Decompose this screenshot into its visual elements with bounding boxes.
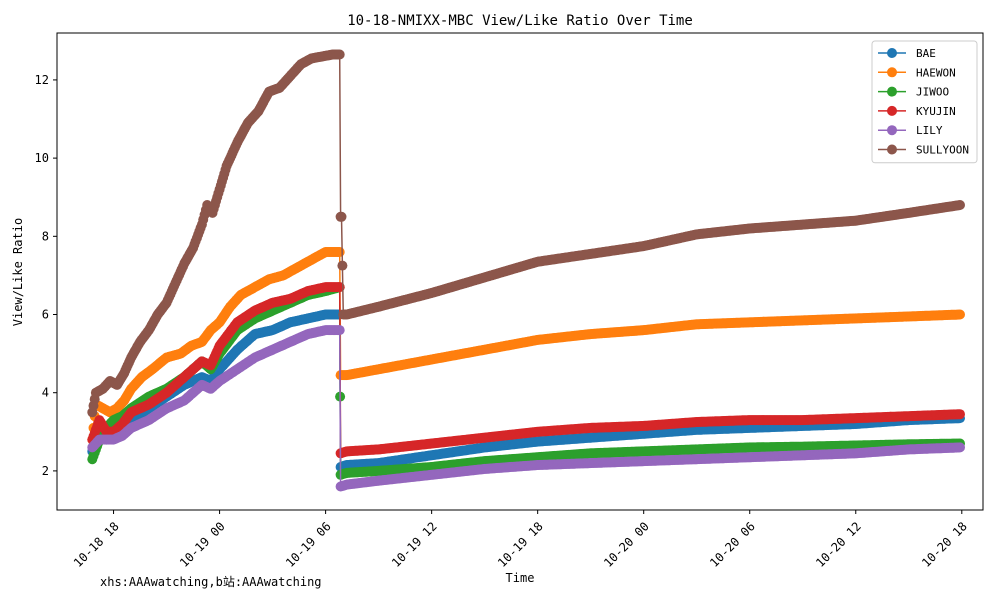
data-point [334, 325, 345, 336]
legend-swatch-marker [887, 144, 897, 155]
legend-item-bae: BAE [878, 47, 936, 60]
y-tick-label: 4 [42, 386, 49, 400]
x-tick-label: 10-19 06 [283, 519, 334, 570]
y-tick-label: 10 [35, 151, 49, 165]
series-layer [87, 49, 965, 492]
legend-swatch-marker [887, 125, 897, 136]
y-tick-label: 12 [35, 73, 49, 87]
legend-item-haewon: HAEWON [878, 66, 956, 79]
chart-title: 10-18-NMIXX-MBC View/Like Ratio Over Tim… [347, 13, 693, 29]
data-point [955, 409, 965, 420]
series-lily [87, 325, 965, 492]
legend-label: JIWOO [916, 86, 949, 99]
legend-item-sullyoon: SULLYOON [878, 144, 969, 157]
legend-item-lily: LILY [878, 124, 943, 137]
legend-box [871, 40, 978, 164]
x-axis: 10-18 18 10-19 00 10-19 06 10-19 12 10-19 18… [71, 510, 970, 570]
data-point [955, 309, 965, 320]
series-kyujin [87, 282, 965, 459]
data-point [334, 49, 345, 60]
x-tick-label: 10-20 00 [601, 519, 652, 570]
x-axis-label: Time [506, 571, 535, 585]
legend-swatch-marker [887, 105, 897, 116]
legend-swatch-marker [887, 67, 897, 78]
y-tick-label: 6 [42, 308, 49, 322]
y-axis-label: View/Like Ratio [11, 218, 25, 326]
legend-swatch-marker [887, 48, 897, 58]
data-point [337, 260, 348, 271]
legend-label: KYUJIN [916, 105, 956, 118]
legend: BAE HAEWON JIWOO KYUJIN LILY SULLYOON [871, 40, 978, 164]
x-tick-label: 10-20 12 [813, 519, 864, 570]
x-tick-label: 10-19 12 [389, 519, 440, 570]
y-axis: 2 4 6 8 10 12 [35, 73, 57, 478]
data-point [334, 247, 345, 257]
x-tick-label: 10-20 18 [919, 519, 970, 570]
watermark: xhs:AAAwatching,b站:AAAwatching [100, 575, 322, 589]
plot-frame [56, 32, 984, 511]
legend-item-kyujin: KYUJIN [878, 105, 956, 118]
x-tick-label: 10-19 18 [495, 519, 546, 570]
y-tick-label: 8 [42, 229, 49, 243]
legend-label: BAE [916, 47, 936, 60]
legend-label: SULLYOON [916, 144, 969, 157]
legend-label: LILY [916, 124, 943, 137]
legend-label: HAEWON [916, 66, 956, 79]
data-point [955, 200, 965, 210]
legend-item-jiwoo: JIWOO [878, 86, 949, 99]
data-point [336, 211, 347, 222]
series-sullyoon [87, 49, 965, 418]
x-tick-label: 10-18 18 [71, 519, 122, 570]
data-point [955, 442, 965, 453]
x-tick-label: 10-19 00 [177, 519, 228, 570]
x-tick-label: 10-20 06 [707, 519, 758, 570]
series-line-sullyoon [91, 53, 961, 413]
y-tick-label: 2 [42, 464, 49, 478]
legend-swatch-marker [887, 86, 897, 97]
